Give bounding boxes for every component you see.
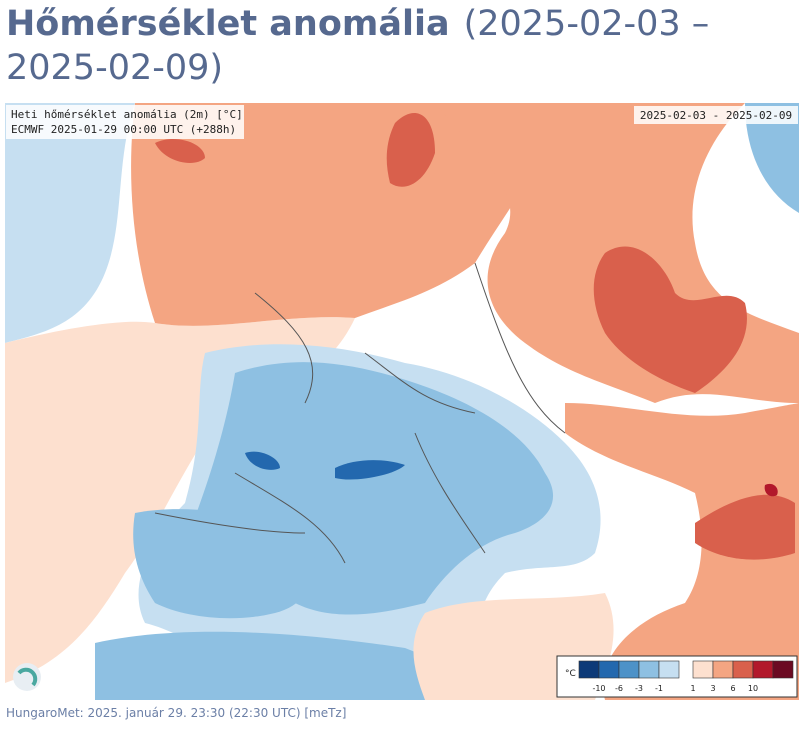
map-date-range: 2025-02-03 - 2025-02-09 [640,109,792,122]
heading: Hőmérséklet anomália (2025-02-03 – 2025-0… [6,2,786,90]
map-model: ECMWF 2025-01-29 00:00 UTC (+288h) [11,123,236,136]
legend-tick: 10 [748,684,758,693]
legend-tick: 3 [710,684,715,693]
legend-swatch [598,660,620,679]
legend-swatch [578,660,600,679]
map-title: Heti hőmérséklet anomália (2m) [°C] [11,108,243,121]
legend-swatch [692,660,714,679]
legend-swatch [732,660,754,679]
map: Heti hőmérséklet anomália (2m) [°C] ECMW… [5,103,799,700]
date-box: 2025-02-03 - 2025-02-09 [634,106,798,124]
subtitle: (2025-02-03 – 2025-02-09) [6,4,710,88]
footer: HungaroMet: 2025. január 29. 23:30 (22:3… [6,706,347,720]
legend-swatch [712,660,734,679]
legend-tick: -6 [615,684,623,693]
legend-tick: -1 [655,684,663,693]
legend-unit: °C [565,669,576,679]
legend-tick: 1 [690,684,695,693]
title: Hőmérséklet anomália [6,4,450,44]
legend-tick: 6 [730,684,735,693]
legend-tick: -10 [592,684,605,693]
logo-mark [17,667,38,687]
legend-tick: -3 [635,684,643,693]
legend-swatch [752,660,774,679]
legend-swatch [658,660,680,679]
info-box: Heti hőmérséklet anomália (2m) [°C] ECMW… [6,105,244,139]
legend-swatch [772,660,794,679]
legend: °C -10 -6 -3 -1 1 3 6 10 [556,655,798,698]
legend-swatch [618,660,640,679]
legend-swatch [638,660,660,679]
